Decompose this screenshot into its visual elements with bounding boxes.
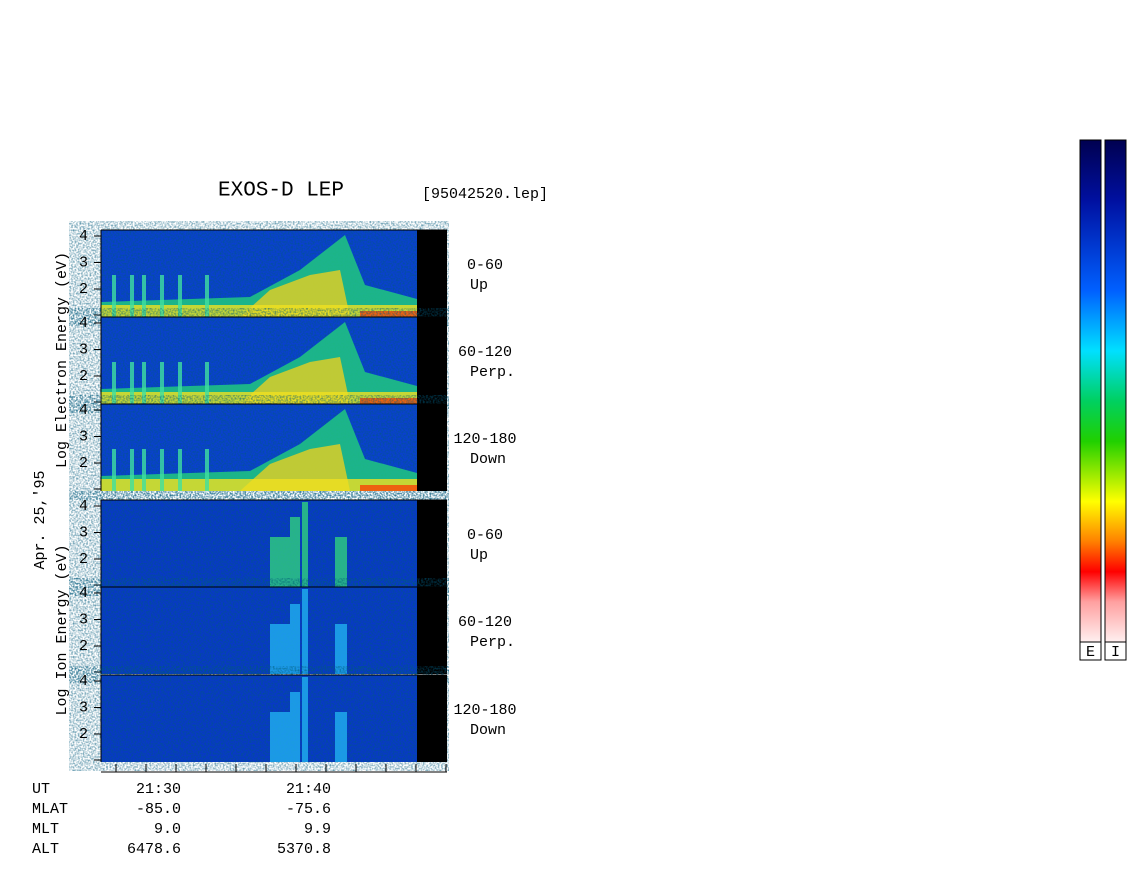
- spectrogram-feature: [178, 275, 182, 317]
- pitch-direction: Up: [470, 547, 488, 564]
- spectrogram-feature: [112, 275, 116, 317]
- y-tick-label: 3: [79, 341, 88, 358]
- blank-strip: [417, 500, 447, 587]
- pitch-direction: Down: [470, 451, 506, 468]
- blank-strip: [417, 675, 447, 762]
- spectrogram-feature: [290, 517, 300, 587]
- spectrogram-feature: [302, 589, 308, 674]
- pitch-direction: Up: [470, 277, 488, 294]
- blank-strip: [417, 404, 447, 491]
- spectrogram-feature: [130, 275, 134, 317]
- group-label: Log Ion Energy (eV): [54, 544, 71, 715]
- y-tick-label: 2: [79, 551, 88, 568]
- spectrogram-feature: [205, 449, 209, 491]
- y-tick-label: 2: [79, 281, 88, 298]
- pitch-direction: Perp.: [470, 364, 515, 381]
- color-bar: [1079, 139, 1102, 643]
- y-tick-label: 4: [79, 585, 88, 602]
- color-bar-label: E: [1086, 644, 1095, 661]
- spectrogram-feature: [270, 624, 290, 674]
- spectrogram-feature: [160, 275, 164, 317]
- spectrogram-feature: [142, 449, 146, 491]
- spectrogram-feature: [360, 398, 417, 404]
- spectrogram-feature: [360, 311, 417, 317]
- orbit-value: -75.6: [286, 801, 331, 818]
- y-tick-label: 3: [79, 254, 88, 271]
- orbit-value: 5370.8: [277, 841, 331, 858]
- orbit-label: MLAT: [32, 801, 68, 818]
- pitch-direction: Down: [470, 722, 506, 739]
- spectrogram-feature: [290, 692, 300, 762]
- spectrogram-feature: [205, 362, 209, 404]
- spectrogram-noise: [101, 675, 417, 762]
- spectrogram-feature: [290, 604, 300, 674]
- y-tick-label: 3: [79, 611, 88, 628]
- spectrogram-feature: [130, 449, 134, 491]
- orbit-label: ALT: [32, 841, 59, 858]
- spectrogram-feature: [160, 362, 164, 404]
- blank-strip: [417, 587, 447, 674]
- spectrogram-feature: [335, 537, 347, 587]
- spectrogram-feature: [205, 275, 209, 317]
- spectrogram-noise: [101, 587, 417, 674]
- spectrogram-feature: [335, 624, 347, 674]
- orbit-value: -85.0: [136, 801, 181, 818]
- color-bar-box: [1104, 641, 1127, 661]
- spectrogram-feature: [160, 449, 164, 491]
- y-tick-label: 4: [79, 228, 88, 245]
- file-name: [95042520.lep]: [422, 186, 548, 203]
- y-tick-label: 4: [79, 498, 88, 515]
- spectrogram-feature: [142, 362, 146, 404]
- spectrogram-feature: [360, 485, 417, 491]
- pitch-range: 60-120: [458, 344, 512, 361]
- spectrogram-feature: [112, 362, 116, 404]
- spectrogram-feature: [178, 449, 182, 491]
- spectrogram-feature: [270, 537, 290, 587]
- spectrogram-feature: [270, 712, 290, 762]
- spectrogram-feature: [335, 712, 347, 762]
- color-bar-box: [1079, 641, 1102, 661]
- y-tick-label: 4: [79, 315, 88, 332]
- color-bar: [1104, 139, 1127, 643]
- y-tick-label: 2: [79, 455, 88, 472]
- spectrogram-feature: [142, 275, 146, 317]
- orbit-value: 9.9: [304, 821, 331, 838]
- spectrogram-feature: [178, 362, 182, 404]
- orbit-value: 21:40: [286, 781, 331, 798]
- spectrogram-feature: [112, 449, 116, 491]
- pitch-range: 0-60: [467, 257, 503, 274]
- group-label: Log Electron Energy (eV): [54, 252, 71, 468]
- y-tick-label: 3: [79, 699, 88, 716]
- y-tick-label: 2: [79, 638, 88, 655]
- orbit-label: MLT: [32, 821, 59, 838]
- spectrogram-feature: [130, 362, 134, 404]
- spectrogram-feature: [302, 502, 308, 587]
- pitch-range: 120-180: [453, 702, 516, 719]
- blank-strip: [417, 317, 447, 404]
- date: Apr. 25,'95: [32, 470, 49, 569]
- pitch-range: 120-180: [453, 431, 516, 448]
- blank-strip: [417, 230, 447, 317]
- orbit-value: 9.0: [154, 821, 181, 838]
- pitch-range: 60-120: [458, 614, 512, 631]
- y-tick-label: 2: [79, 726, 88, 743]
- spectrogram-noise: [101, 500, 417, 587]
- orbit-value: 21:30: [136, 781, 181, 798]
- orbit-value: 6478.6: [127, 841, 181, 858]
- pitch-range: 0-60: [467, 527, 503, 544]
- y-tick-label: 3: [79, 524, 88, 541]
- y-tick-label: 2: [79, 368, 88, 385]
- y-tick-label: 3: [79, 428, 88, 445]
- title: EXOS-D LEP: [218, 180, 344, 203]
- y-tick-label: 4: [79, 673, 88, 690]
- pitch-direction: Perp.: [470, 634, 515, 651]
- spectrogram-feature: [302, 677, 308, 762]
- orbit-label: UT: [32, 781, 50, 798]
- color-bar-label: I: [1111, 644, 1120, 661]
- y-tick-label: 4: [79, 402, 88, 419]
